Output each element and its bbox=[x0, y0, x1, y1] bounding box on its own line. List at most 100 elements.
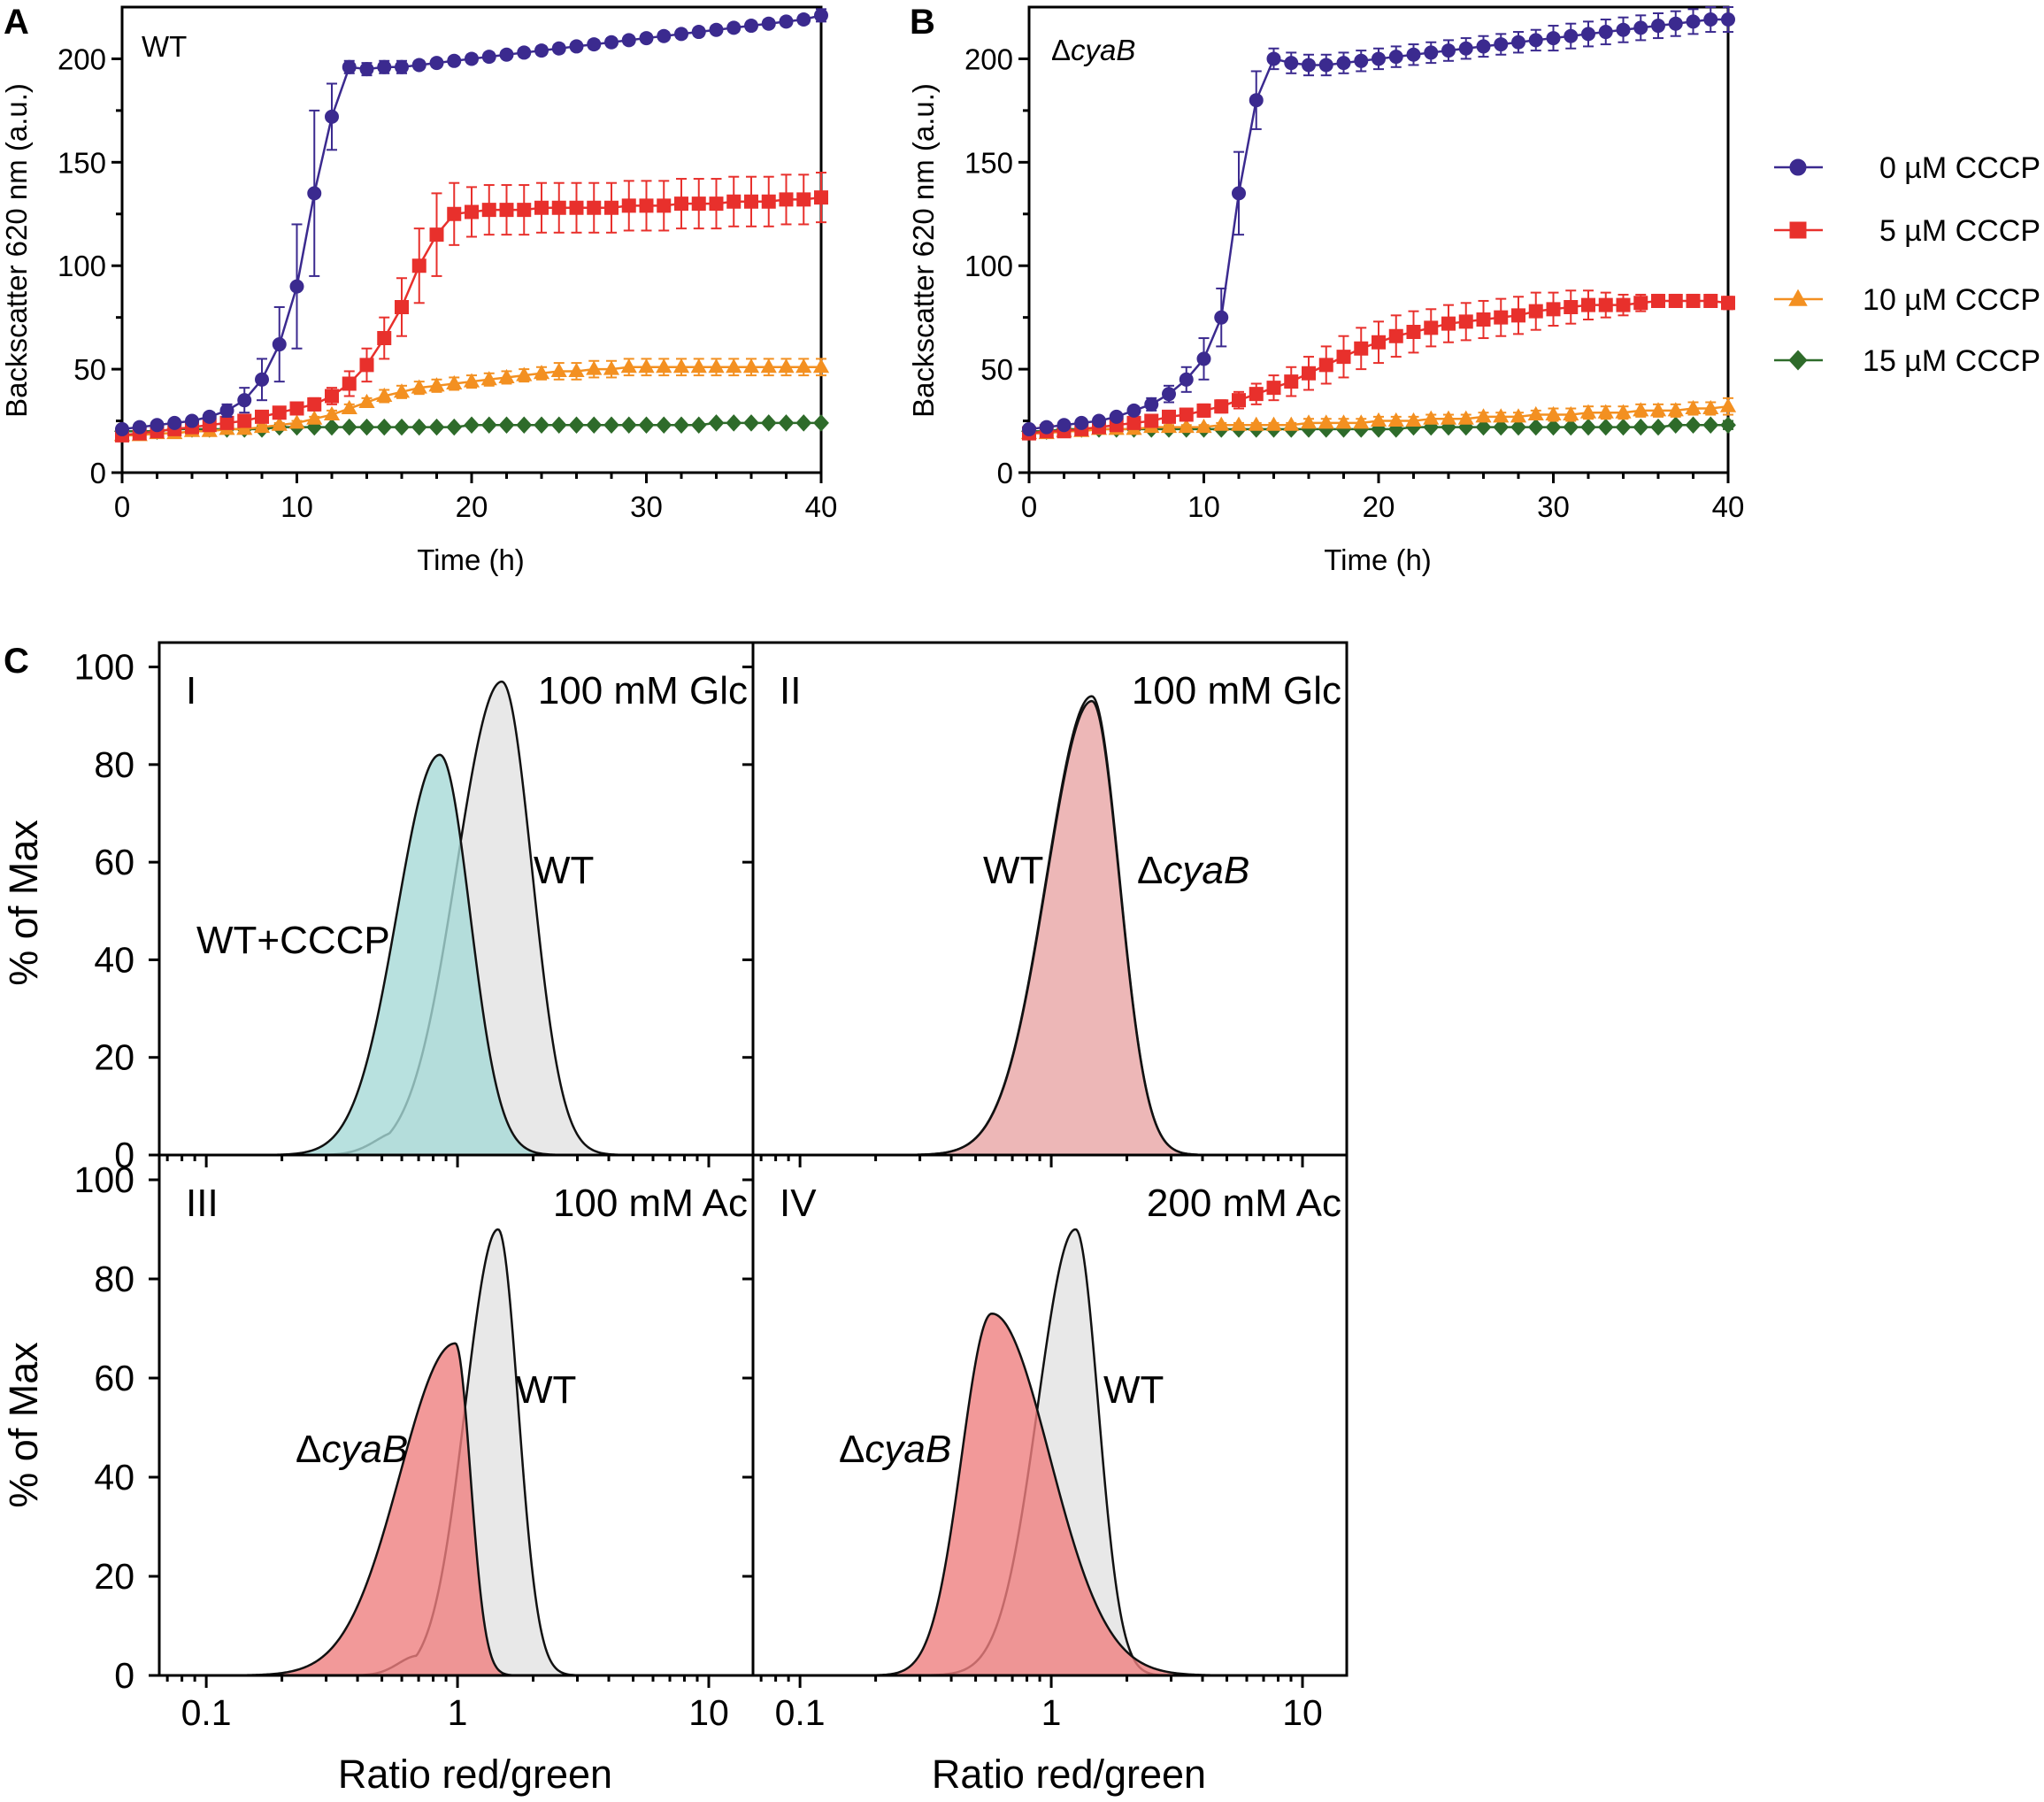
data-point bbox=[1721, 296, 1735, 311]
data-point bbox=[586, 416, 603, 434]
data-point bbox=[1249, 387, 1264, 402]
label-delta: Δ bbox=[839, 1428, 864, 1471]
data-point bbox=[1265, 416, 1282, 431]
data-point bbox=[1511, 308, 1525, 323]
data-point bbox=[1160, 418, 1178, 434]
data-point bbox=[481, 50, 496, 65]
data-point bbox=[1686, 293, 1701, 308]
label-wt-i: WT bbox=[534, 849, 594, 892]
data-point bbox=[1248, 416, 1264, 431]
data-point bbox=[465, 204, 479, 219]
data-point bbox=[1510, 418, 1526, 436]
data-point bbox=[271, 416, 288, 431]
data-point bbox=[726, 358, 742, 373]
data-point bbox=[358, 393, 375, 409]
data-point bbox=[1721, 12, 1735, 27]
data-point bbox=[1494, 37, 1509, 52]
data-point bbox=[1144, 413, 1159, 428]
data-point bbox=[795, 414, 812, 432]
data-point bbox=[323, 405, 341, 421]
data-point bbox=[1651, 293, 1665, 308]
data-point bbox=[1458, 41, 1473, 56]
data-point bbox=[779, 192, 794, 207]
data-point bbox=[1284, 56, 1299, 71]
label-cyab-iv: ΔcyaB bbox=[839, 1428, 951, 1471]
data-point bbox=[1546, 302, 1561, 317]
histogram-layer bbox=[159, 1228, 753, 1675]
label-cyab-ii: ΔcyaB bbox=[1137, 849, 1249, 892]
histogram--cyab bbox=[753, 699, 1347, 1155]
y-tick-label: 40 bbox=[94, 1457, 134, 1498]
legend-item: 10 µM CCCP bbox=[1774, 283, 2040, 317]
series-line bbox=[1028, 18, 1728, 431]
data-point bbox=[1318, 58, 1333, 73]
legend-marker bbox=[1789, 221, 1807, 239]
data-point bbox=[742, 358, 760, 373]
data-point bbox=[236, 420, 253, 435]
data-point bbox=[586, 360, 603, 375]
data-point bbox=[1196, 403, 1211, 418]
data-point bbox=[761, 16, 776, 31]
y-tick-label: 100 bbox=[74, 647, 134, 688]
y-tick-label: 50 bbox=[980, 353, 1013, 386]
data-point bbox=[288, 414, 305, 429]
data-point bbox=[1195, 418, 1212, 434]
data-point bbox=[446, 374, 463, 389]
data-point bbox=[672, 358, 690, 373]
data-point bbox=[411, 258, 426, 273]
data-point bbox=[1597, 404, 1614, 419]
data-point bbox=[1405, 412, 1422, 427]
series-15-m-cccp bbox=[1021, 416, 1736, 440]
data-point bbox=[1039, 420, 1054, 435]
y-tick-label: 60 bbox=[94, 842, 134, 882]
data-point bbox=[1372, 335, 1386, 350]
y-tick-label: 200 bbox=[964, 42, 1013, 75]
data-point bbox=[1510, 408, 1527, 423]
label-wt-ii: WT bbox=[983, 849, 1043, 892]
data-point bbox=[657, 198, 672, 213]
series-0-m-cccp bbox=[115, 8, 828, 436]
panel-c-xlabel-left: Ratio red/green bbox=[338, 1752, 612, 1797]
data-point bbox=[620, 358, 637, 373]
data-point bbox=[674, 196, 688, 212]
data-point bbox=[1633, 296, 1648, 311]
data-point bbox=[569, 39, 584, 54]
data-point bbox=[709, 22, 724, 37]
data-point bbox=[1230, 416, 1248, 431]
data-point bbox=[1668, 16, 1683, 31]
data-point bbox=[150, 418, 165, 433]
data-point bbox=[726, 20, 742, 35]
data-point bbox=[568, 362, 585, 377]
legend-item: 15 µM CCCP bbox=[1774, 344, 2040, 378]
legend-item: 0 µM CCCP bbox=[1774, 151, 2040, 185]
y-tick-label: 80 bbox=[94, 1259, 134, 1299]
data-point bbox=[307, 397, 322, 412]
data-point bbox=[289, 279, 304, 294]
data-point bbox=[1022, 421, 1036, 436]
x-tick-label: 40 bbox=[1712, 490, 1745, 523]
legend-label: 5 µM CCCP bbox=[1879, 214, 2040, 248]
data-point bbox=[395, 59, 409, 74]
subplot-frame bbox=[751, 1153, 1349, 1677]
data-point bbox=[726, 414, 742, 432]
data-point bbox=[376, 387, 393, 403]
y-tick-label: 0 bbox=[997, 457, 1013, 489]
data-point bbox=[814, 8, 828, 23]
data-point bbox=[1440, 410, 1457, 425]
data-point bbox=[534, 43, 549, 58]
data-point bbox=[657, 28, 672, 43]
data-point bbox=[411, 58, 426, 73]
x-tick-label: 0.1 bbox=[775, 1692, 826, 1733]
y-tick-label: 150 bbox=[58, 146, 106, 179]
series-0-m-cccp bbox=[1022, 6, 1735, 436]
data-point bbox=[1598, 25, 1613, 40]
data-point bbox=[1563, 418, 1579, 436]
data-point bbox=[377, 59, 392, 74]
data-point bbox=[1650, 418, 1666, 436]
histogram--cyab bbox=[159, 1342, 753, 1675]
y-tick-label: 0 bbox=[114, 1135, 134, 1175]
data-point bbox=[1649, 402, 1667, 417]
data-point bbox=[463, 373, 480, 388]
data-point bbox=[1370, 412, 1387, 427]
data-point bbox=[1564, 28, 1579, 43]
